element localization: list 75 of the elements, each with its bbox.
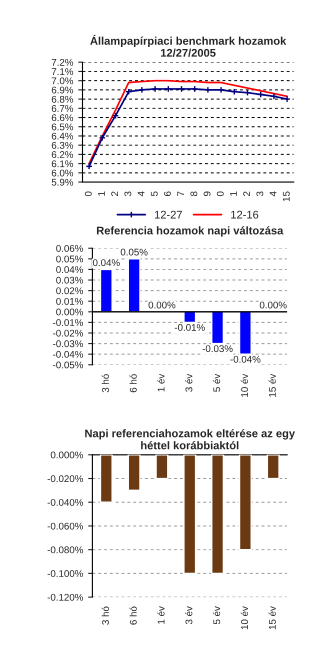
- y-tick-label: 6.8%: [52, 96, 74, 103]
- x-tick-label: 5: [150, 191, 158, 196]
- x-tick-label: 3: [256, 192, 264, 196]
- y-tick-label: 6.5%: [52, 123, 74, 130]
- legend-label: 12-16: [231, 210, 258, 219]
- x-tick-label: 6: [164, 192, 171, 196]
- chart-title: Állampapírpiaci benchmark hozamok 12/27/2005: [90, 34, 286, 57]
- x-tick-label: 15 év: [268, 374, 276, 397]
- y-tick-label: -0.080%: [48, 546, 84, 554]
- x-tick-label: 3: [124, 192, 132, 196]
- y-tick-label: 5.9%: [52, 178, 74, 186]
- y-tick-label: 0.03%: [56, 276, 84, 284]
- x-tick-label: 10 év: [240, 606, 248, 630]
- x-tick-label: 1 év: [157, 606, 165, 624]
- x-tick-label: 1 év: [157, 374, 165, 392]
- y-tick-label: 0.000%: [50, 452, 84, 458]
- y-tick-label: 7.0%: [52, 77, 74, 84]
- y-tick-label: 6.1%: [52, 160, 74, 168]
- y-tick-label: 6.4%: [52, 132, 74, 140]
- x-tick-label: 3 év: [185, 374, 192, 392]
- data-label: -0.01%: [174, 324, 205, 331]
- legend-label: 12-27: [154, 210, 182, 219]
- y-tick-label: -0.02%: [53, 330, 84, 337]
- y-tick-label: 6.6%: [52, 114, 74, 122]
- y-tick-label: -0.020%: [48, 475, 84, 482]
- x-tick-label: 2: [111, 192, 118, 196]
- x-tick-label: 3 hó: [102, 606, 109, 625]
- chart-title: Referencia hozamok napi változása: [96, 226, 284, 237]
- data-label: 0.05%: [120, 248, 148, 256]
- x-tick-label: 5 év: [212, 606, 220, 624]
- x-tick-label: 3 év: [185, 606, 192, 624]
- y-tick-label: 6.7%: [52, 105, 74, 112]
- x-tick-label: 7: [177, 192, 184, 196]
- x-tick-label: 8: [190, 192, 198, 196]
- y-tick-label: 0.04%: [56, 266, 84, 274]
- data-label: 0.00%: [260, 302, 287, 308]
- y-tick-label: 0.00%: [56, 308, 84, 316]
- y-tick-label: -0.120%: [48, 594, 84, 601]
- y-tick-label: -0.060%: [48, 522, 84, 530]
- y-tick-label: -0.100%: [48, 570, 84, 578]
- x-tick-label: 15: [282, 191, 290, 202]
- y-tick-label: 0.02%: [56, 287, 84, 294]
- y-tick-label: -0.05%: [53, 361, 84, 368]
- data-label: 0.00%: [148, 302, 176, 308]
- y-tick-label: -0.040%: [48, 498, 84, 506]
- data-label: -0.03%: [202, 345, 233, 352]
- x-tick-label: 6 hó: [129, 606, 137, 625]
- y-tick-label: 7.1%: [52, 68, 74, 76]
- x-tick-label: 5 év: [212, 374, 220, 392]
- y-tick-label: 6.2%: [52, 151, 74, 158]
- y-tick-label: 0.05%: [56, 256, 84, 262]
- x-tick-label: 1: [98, 192, 105, 196]
- x-tick-label: 15 év: [268, 606, 276, 630]
- y-tick-label: -0.04%: [53, 350, 84, 358]
- chart-title: Napi referenciahozamok eltérése az egy héttel korábbiaktól: [85, 429, 295, 450]
- y-tick-label: -0.03%: [53, 340, 84, 348]
- y-tick-label: 6.9%: [52, 86, 74, 94]
- y-tick-label: -0.01%: [53, 319, 84, 326]
- x-tick-label: 2: [243, 192, 250, 196]
- data-label: 0.04%: [92, 259, 120, 266]
- x-tick-label: 9: [204, 192, 211, 196]
- y-tick-label: 7.2%: [52, 58, 74, 66]
- x-tick-label: 10 év: [240, 374, 248, 397]
- y-tick-label: 0.06%: [56, 244, 84, 252]
- x-tick-label: 0: [84, 191, 92, 196]
- x-tick-label: 6 hó: [129, 374, 137, 392]
- y-tick-label: 6.3%: [52, 142, 74, 149]
- data-label: -0.04%: [230, 356, 260, 363]
- x-tick-label: 3 hó: [102, 374, 109, 392]
- x-tick-label: 1: [230, 192, 237, 196]
- x-tick-label: 4: [138, 191, 144, 196]
- x-tick-label: 4: [270, 191, 276, 196]
- x-tick-label: 0: [216, 191, 224, 196]
- y-tick-label: 6.0%: [52, 170, 74, 176]
- y-tick-label: 0.01%: [56, 298, 84, 305]
